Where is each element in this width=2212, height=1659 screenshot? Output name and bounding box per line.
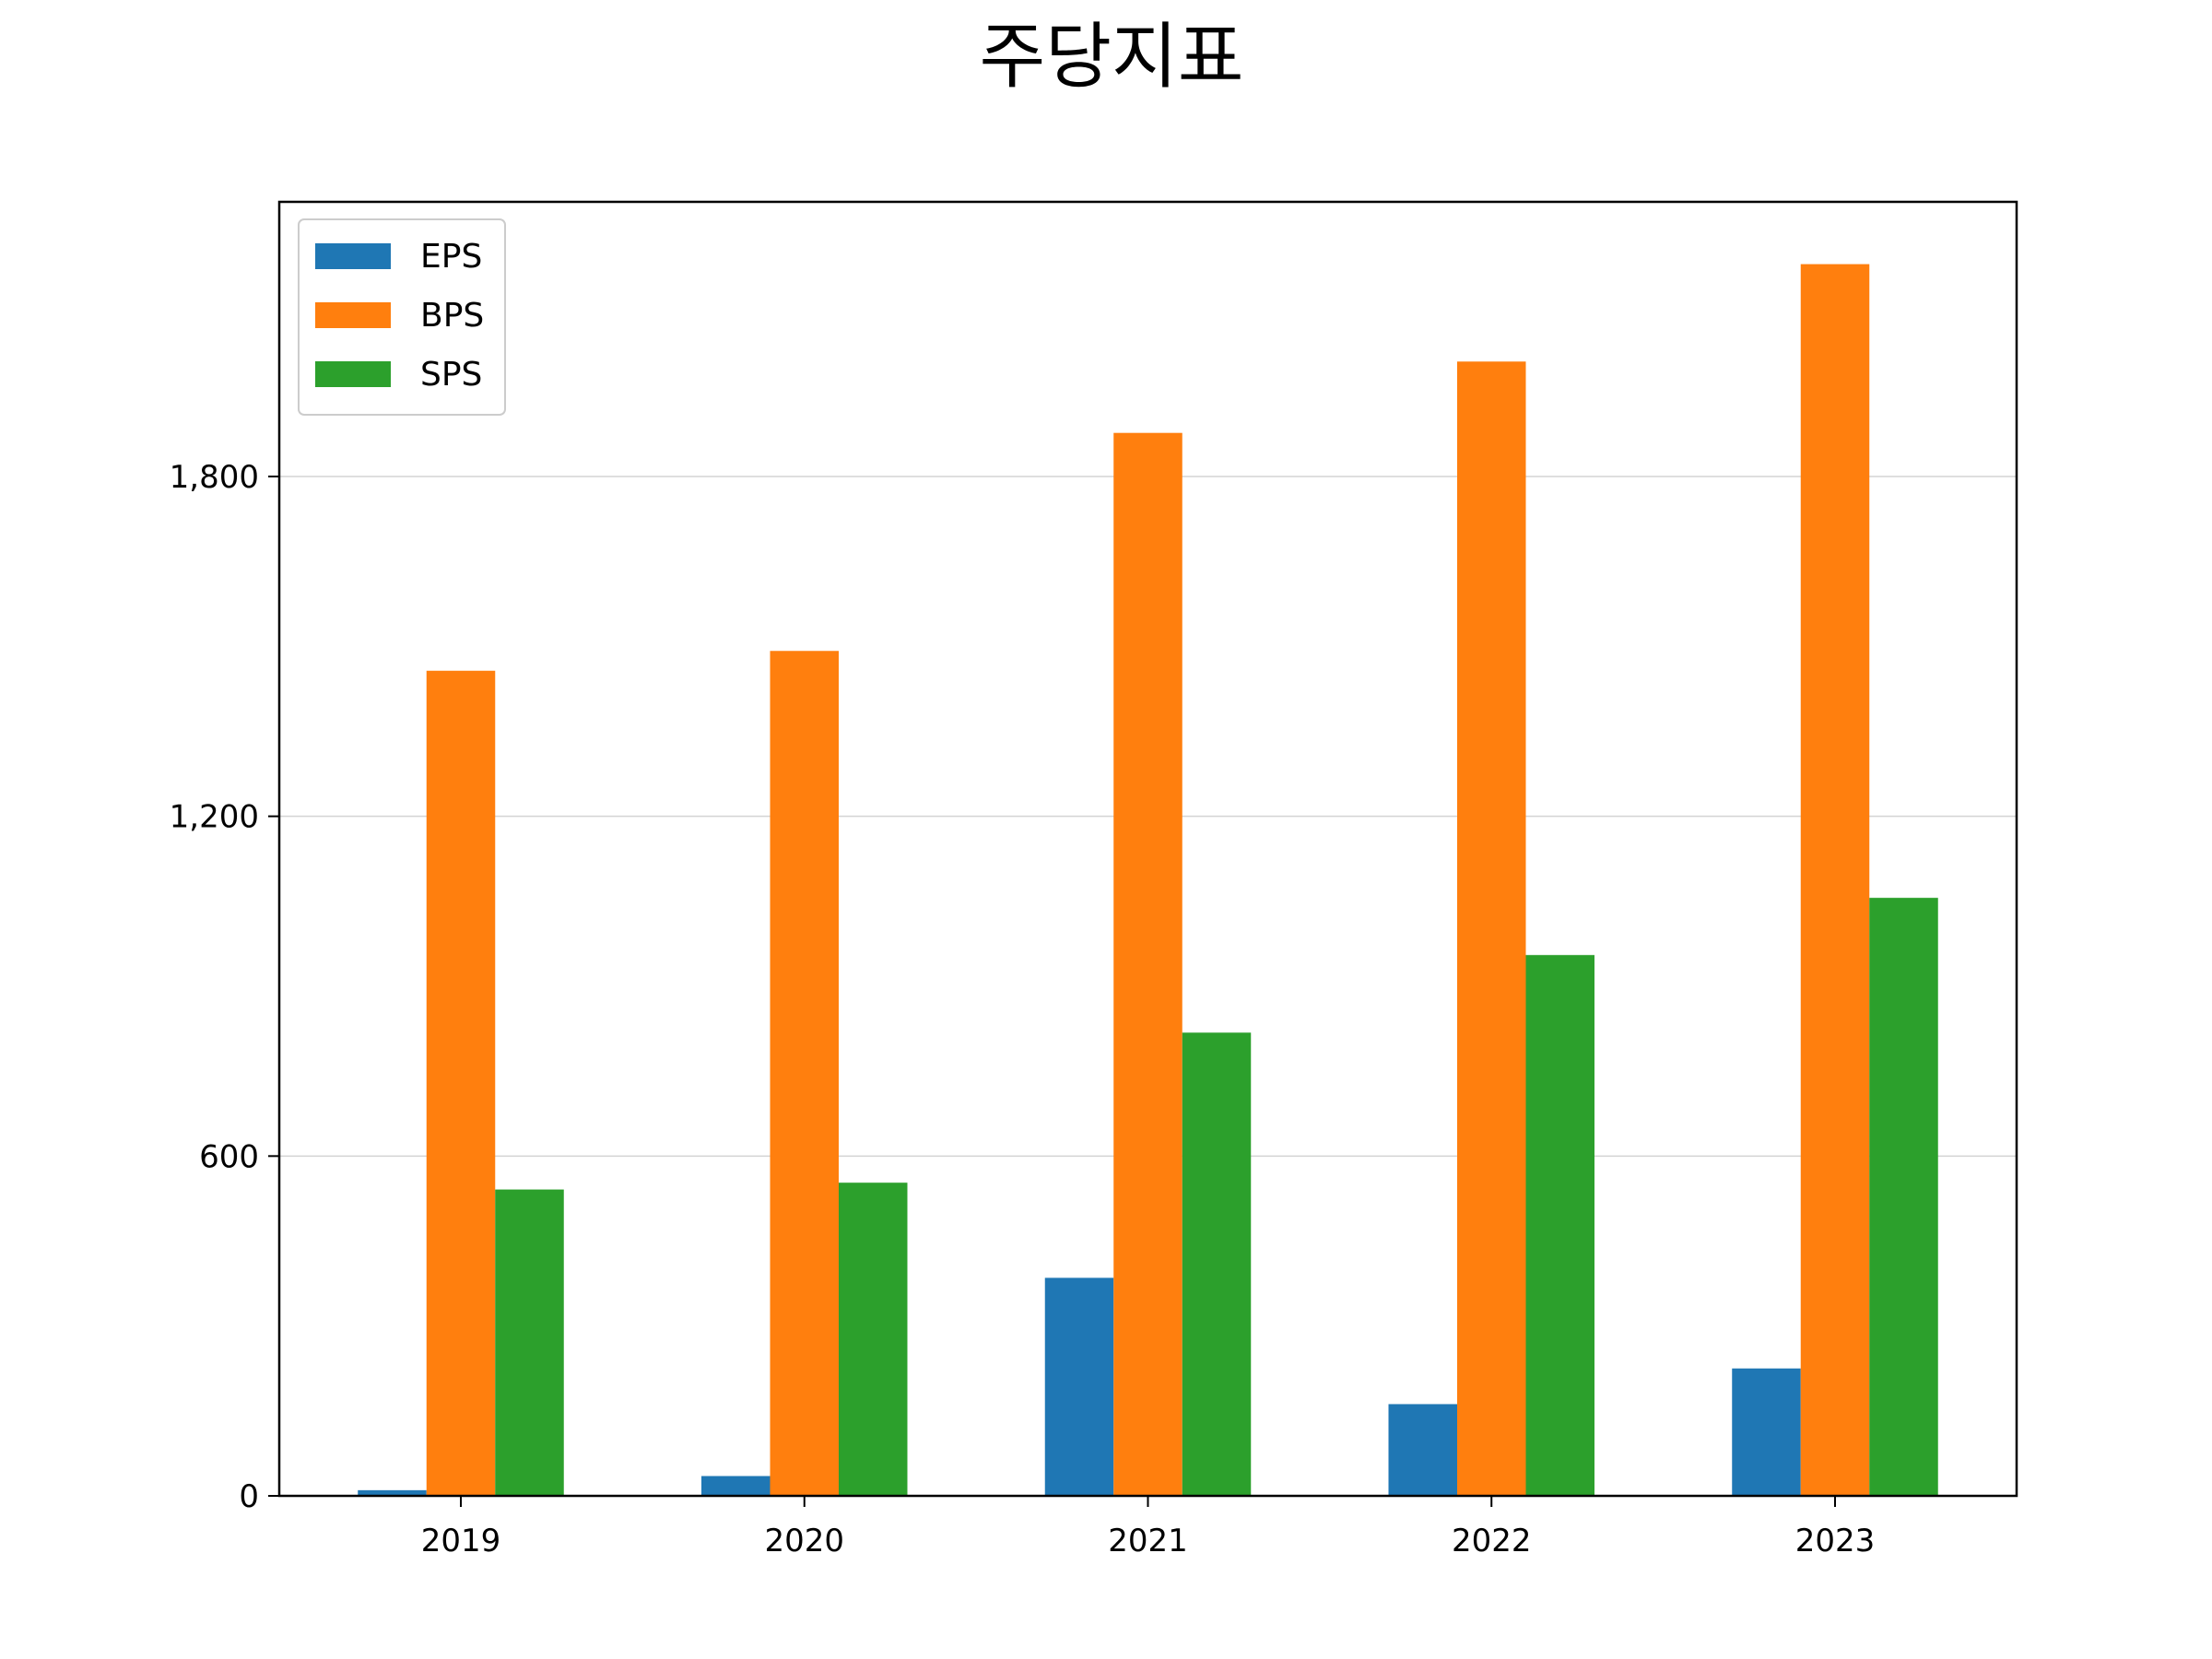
bar-eps-2021 (1044, 1277, 1114, 1496)
legend-swatch-sps (315, 361, 391, 387)
bar-bps-2019 (426, 670, 496, 1496)
bar-eps-2022 (1388, 1404, 1457, 1496)
legend: EPS BPS SPS (298, 218, 506, 416)
bar-bps-2021 (1113, 432, 1182, 1496)
y-tick-label: 600 (199, 1138, 259, 1175)
x-tick-label: 2019 (421, 1523, 501, 1559)
bars (358, 264, 1938, 1496)
bar-bps-2023 (1800, 264, 1870, 1496)
bar-eps-2019 (358, 1489, 427, 1496)
legend-label-bps: BPS (420, 297, 484, 335)
legend-label-eps: EPS (420, 238, 482, 276)
y-tick-label: 0 (239, 1478, 259, 1515)
axes: 0 600 1,200 1,800 2019 2020 2021 2022 2023 (170, 459, 1876, 1559)
legend-swatch-eps (315, 243, 391, 269)
x-tick-label: 2020 (764, 1523, 844, 1559)
y-tick-label: 1,800 (170, 459, 259, 496)
legend-swatch-bps (315, 302, 391, 328)
bar-bps-2022 (1457, 361, 1526, 1496)
bar-sps-2020 (839, 1182, 908, 1496)
x-tick-label: 2023 (1795, 1523, 1876, 1559)
legend-label-sps: SPS (420, 356, 482, 394)
bar-sps-2023 (1869, 898, 1938, 1496)
bar-eps-2020 (701, 1476, 771, 1496)
x-tick-label: 2021 (1108, 1523, 1188, 1559)
chart-title: 주당지표 (979, 16, 1243, 99)
bar-sps-2022 (1525, 955, 1594, 1496)
x-tick-label: 2022 (1452, 1523, 1532, 1559)
bar-bps-2020 (770, 651, 839, 1496)
bar-sps-2019 (495, 1189, 564, 1496)
bar-eps-2023 (1732, 1368, 1801, 1496)
y-tick-label: 1,200 (170, 799, 259, 836)
bar-sps-2021 (1182, 1032, 1252, 1496)
